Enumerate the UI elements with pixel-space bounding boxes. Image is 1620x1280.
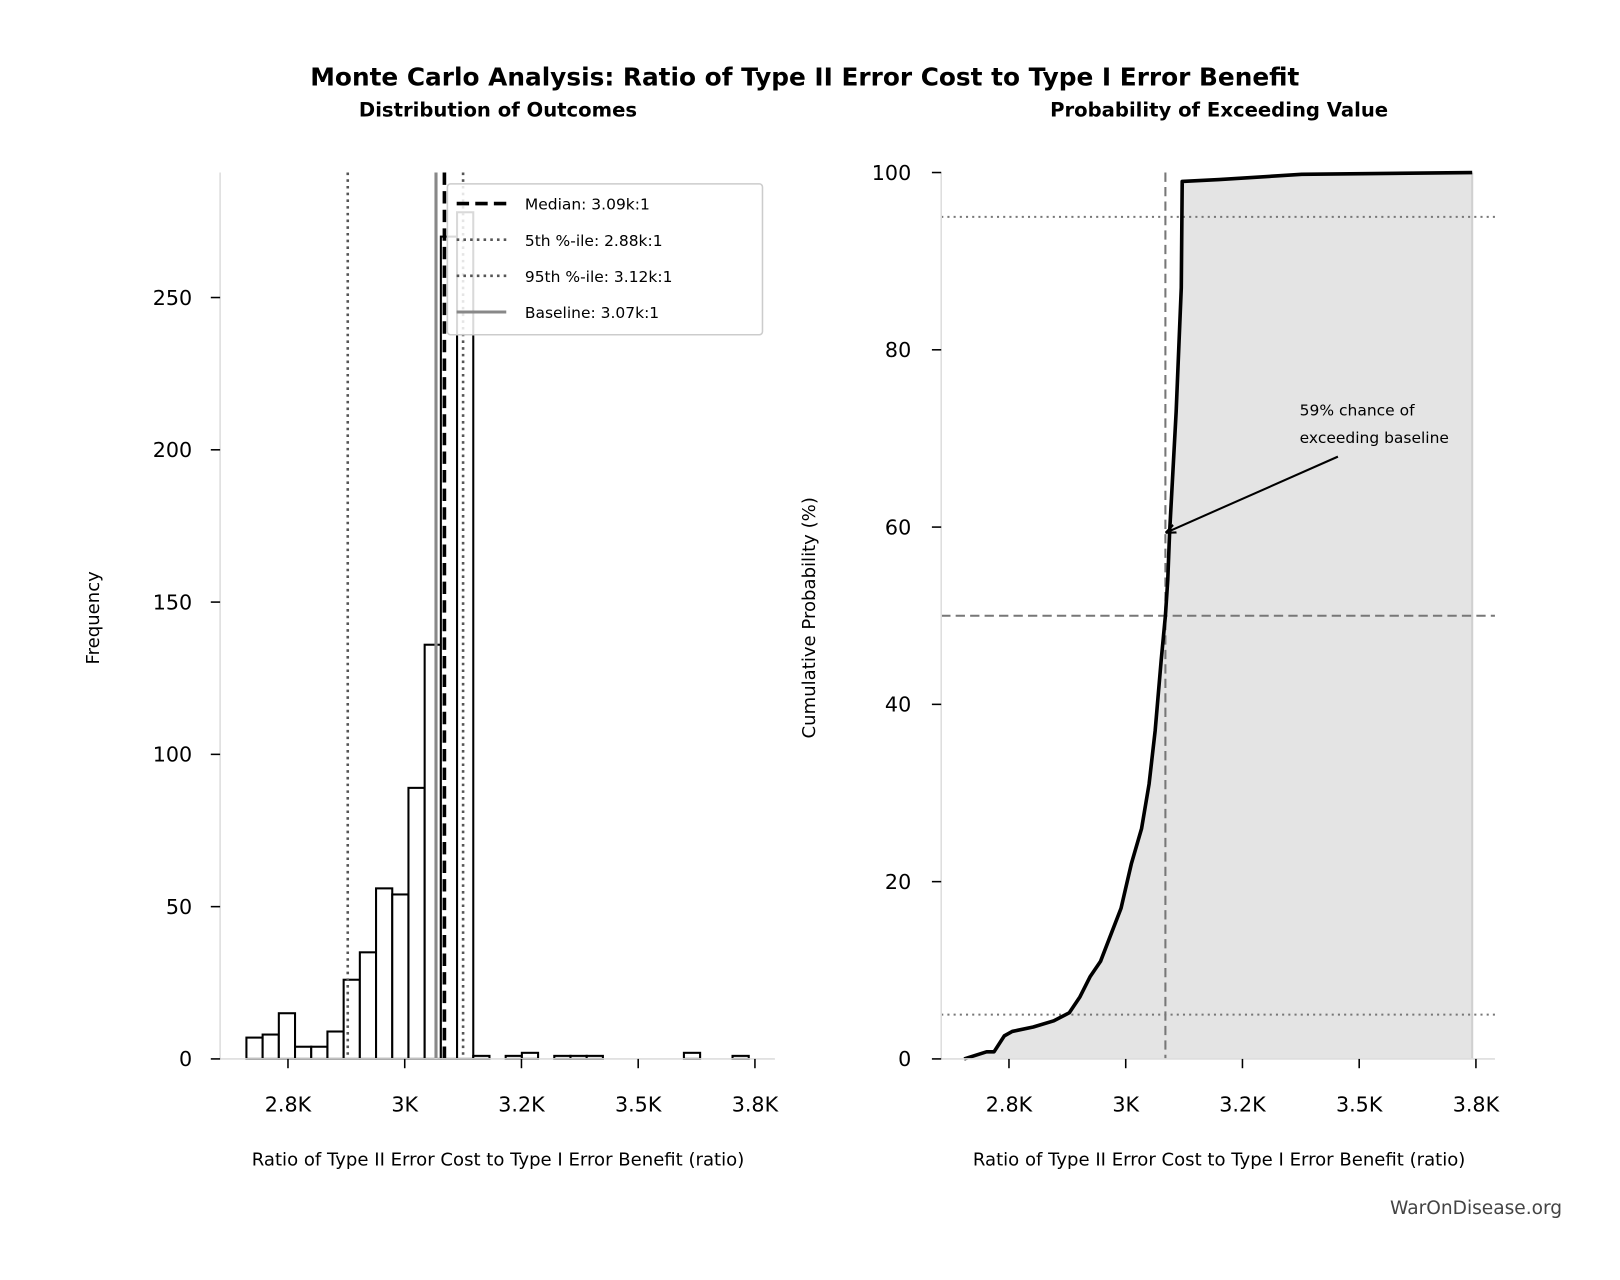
- x-tick-label: 3.5K: [615, 1093, 662, 1117]
- x-tick-label: 2.8K: [986, 1093, 1033, 1117]
- histogram-bar: [310, 1045, 329, 1060]
- legend-label: 5th %-ile: 2.88k:1: [525, 232, 663, 250]
- y-tick-label: 40: [885, 693, 911, 717]
- histogram-xlabel: Ratio of Type II Error Cost to Type I Er…: [252, 1149, 745, 1170]
- histogram-bar: [423, 643, 442, 1060]
- histogram-bar: [391, 893, 410, 1060]
- legend: Median: 3.09k:1 5th %-ile: 2.88k:1 95th %-…: [446, 183, 764, 336]
- y-tick-label: 20: [885, 870, 911, 894]
- histogram-title: Distribution of Outcomes: [359, 99, 637, 122]
- x-tick-label: 3.2K: [498, 1093, 545, 1117]
- annotation-arrow: [1166, 455, 1339, 533]
- x-tick-label: 3.8K: [732, 1093, 779, 1117]
- cdf-xlabel: Ratio of Type II Error Cost to Type I Er…: [973, 1149, 1466, 1170]
- histogram-bar: [326, 1030, 345, 1060]
- x-tick-label: 2.8K: [265, 1093, 312, 1117]
- x-tick-label: 3.2K: [1219, 1093, 1266, 1117]
- x-tick-label: 3K: [1112, 1093, 1139, 1117]
- y-tick-label: 60: [885, 515, 911, 539]
- cdf-ylabel: Cumulative Probability (%): [799, 497, 820, 738]
- y-tick-label: 150: [153, 590, 192, 614]
- histogram-ylabel: Frequency: [83, 571, 104, 665]
- histogram-bar: [375, 887, 394, 1060]
- x-tick-label: 3.8K: [1453, 1093, 1500, 1117]
- cdf-line: [963, 170, 1473, 1061]
- annotation-line-2: exceeding baseline: [1300, 429, 1449, 447]
- histogram-bar: [277, 1012, 297, 1060]
- figure-title: Monte Carlo Analysis: Ratio of Type II E…: [310, 63, 1299, 92]
- histogram-panel: Distribution of Outcomes 2.8K 3K 3.2K 3.5K 3…: [83, 99, 778, 1171]
- histogram-bar: [261, 1033, 280, 1060]
- histogram-bars: [245, 211, 750, 1060]
- y-tick-label: 100: [153, 743, 192, 767]
- legend-label: 95th %-ile: 3.12k:1: [525, 268, 673, 286]
- y-tick-label: 100: [872, 161, 911, 185]
- cdf-title: Probability of Exceeding Value: [1050, 99, 1388, 122]
- watermark: WarOnDisease.org: [1390, 1198, 1562, 1219]
- histogram-axes: 2.8K 3K 3.2K 3.5K 3.8K 0 50 100 150 200 250: [153, 172, 779, 1117]
- y-tick-label: 250: [153, 286, 192, 310]
- legend-label: Baseline: 3.07k:1: [525, 304, 659, 322]
- legend-label: Median: 3.09k:1: [525, 196, 650, 214]
- y-tick-label: 0: [898, 1047, 911, 1071]
- histogram-bar: [520, 1051, 540, 1060]
- histogram-bar: [456, 211, 475, 1060]
- annotation-line-1: 59% chance of: [1300, 401, 1415, 419]
- histogram-bar: [293, 1045, 313, 1060]
- y-tick-label: 50: [166, 895, 192, 919]
- cdf-axes: 2.8K 3K 3.2K 3.5K 3.8K 0 20 40 60 80 100: [872, 161, 1500, 1117]
- y-tick-label: 200: [153, 438, 192, 462]
- histogram-bar: [245, 1036, 264, 1060]
- histogram-bar: [682, 1051, 702, 1060]
- y-tick-label: 80: [885, 338, 911, 362]
- x-tick-label: 3.5K: [1336, 1093, 1383, 1117]
- cdf-panel: Probability of Exceeding Value 2.8K 3K 3.2…: [799, 99, 1499, 1171]
- histogram-bar: [407, 786, 426, 1060]
- histogram-bar: [358, 951, 378, 1060]
- y-tick-label: 0: [179, 1047, 192, 1071]
- x-tick-label: 3K: [391, 1093, 418, 1117]
- histogram-bar: [342, 978, 361, 1060]
